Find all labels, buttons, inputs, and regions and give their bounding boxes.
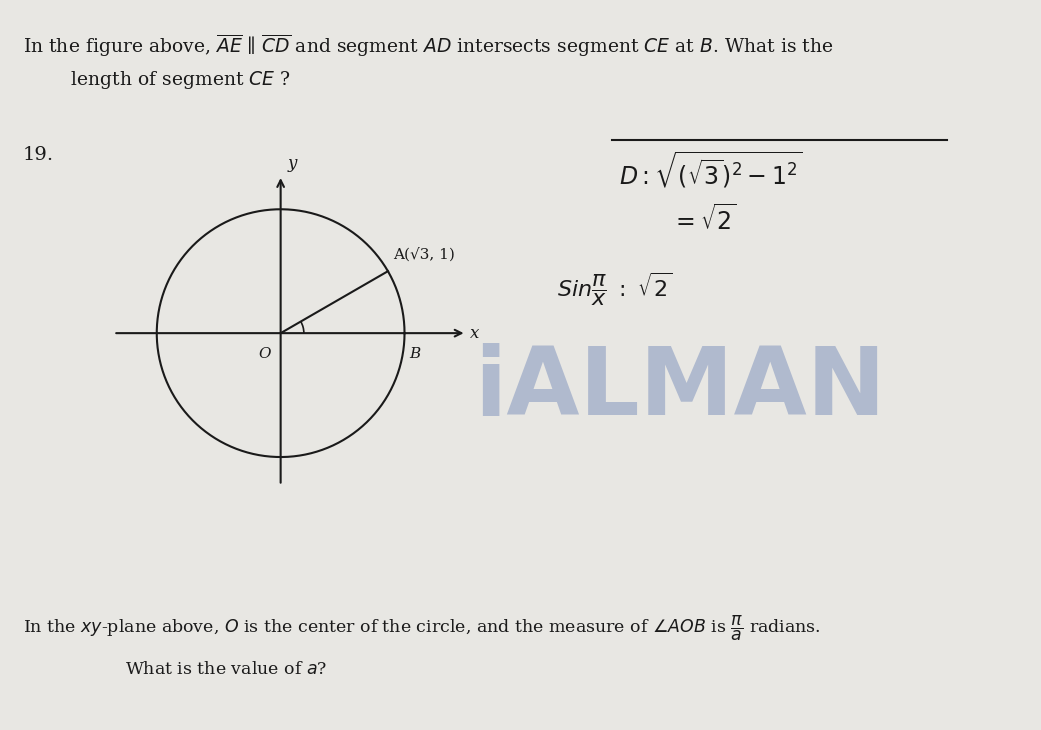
- Text: O: O: [259, 347, 272, 361]
- Text: $= \sqrt{2}$: $= \sqrt{2}$: [671, 204, 737, 235]
- Text: length of segment $CE$ ?: length of segment $CE$ ?: [23, 69, 290, 91]
- Text: 19.: 19.: [23, 146, 54, 164]
- Text: x: x: [469, 325, 479, 342]
- Text: $D: \sqrt{(\sqrt{3})^2 - 1^2}$: $D: \sqrt{(\sqrt{3})^2 - 1^2}$: [619, 150, 804, 191]
- Text: In the figure above, $\overline{AE}$ ∥ $\overline{CD}$ and segment $AD$ intersec: In the figure above, $\overline{AE}$ ∥ $…: [23, 33, 833, 59]
- Text: iALMAN: iALMAN: [474, 343, 886, 435]
- Text: B: B: [409, 347, 421, 361]
- Text: y: y: [288, 155, 298, 172]
- Text: $Sin\dfrac{\pi}{x}$ $:$ $\sqrt{2}$: $Sin\dfrac{\pi}{x}$ $:$ $\sqrt{2}$: [557, 270, 672, 307]
- Text: What is the value of $a$?: What is the value of $a$?: [125, 661, 327, 677]
- Text: A(√3, 1): A(√3, 1): [392, 247, 455, 262]
- Text: In the $xy$-plane above, $O$ is the center of the circle, and the measure of $\a: In the $xy$-plane above, $O$ is the cent…: [23, 613, 820, 642]
